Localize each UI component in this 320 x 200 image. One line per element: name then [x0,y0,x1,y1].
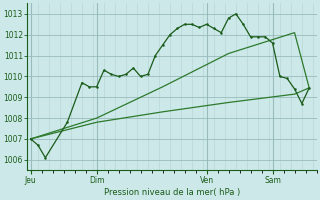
X-axis label: Pression niveau de la mer( hPa ): Pression niveau de la mer( hPa ) [104,188,240,197]
